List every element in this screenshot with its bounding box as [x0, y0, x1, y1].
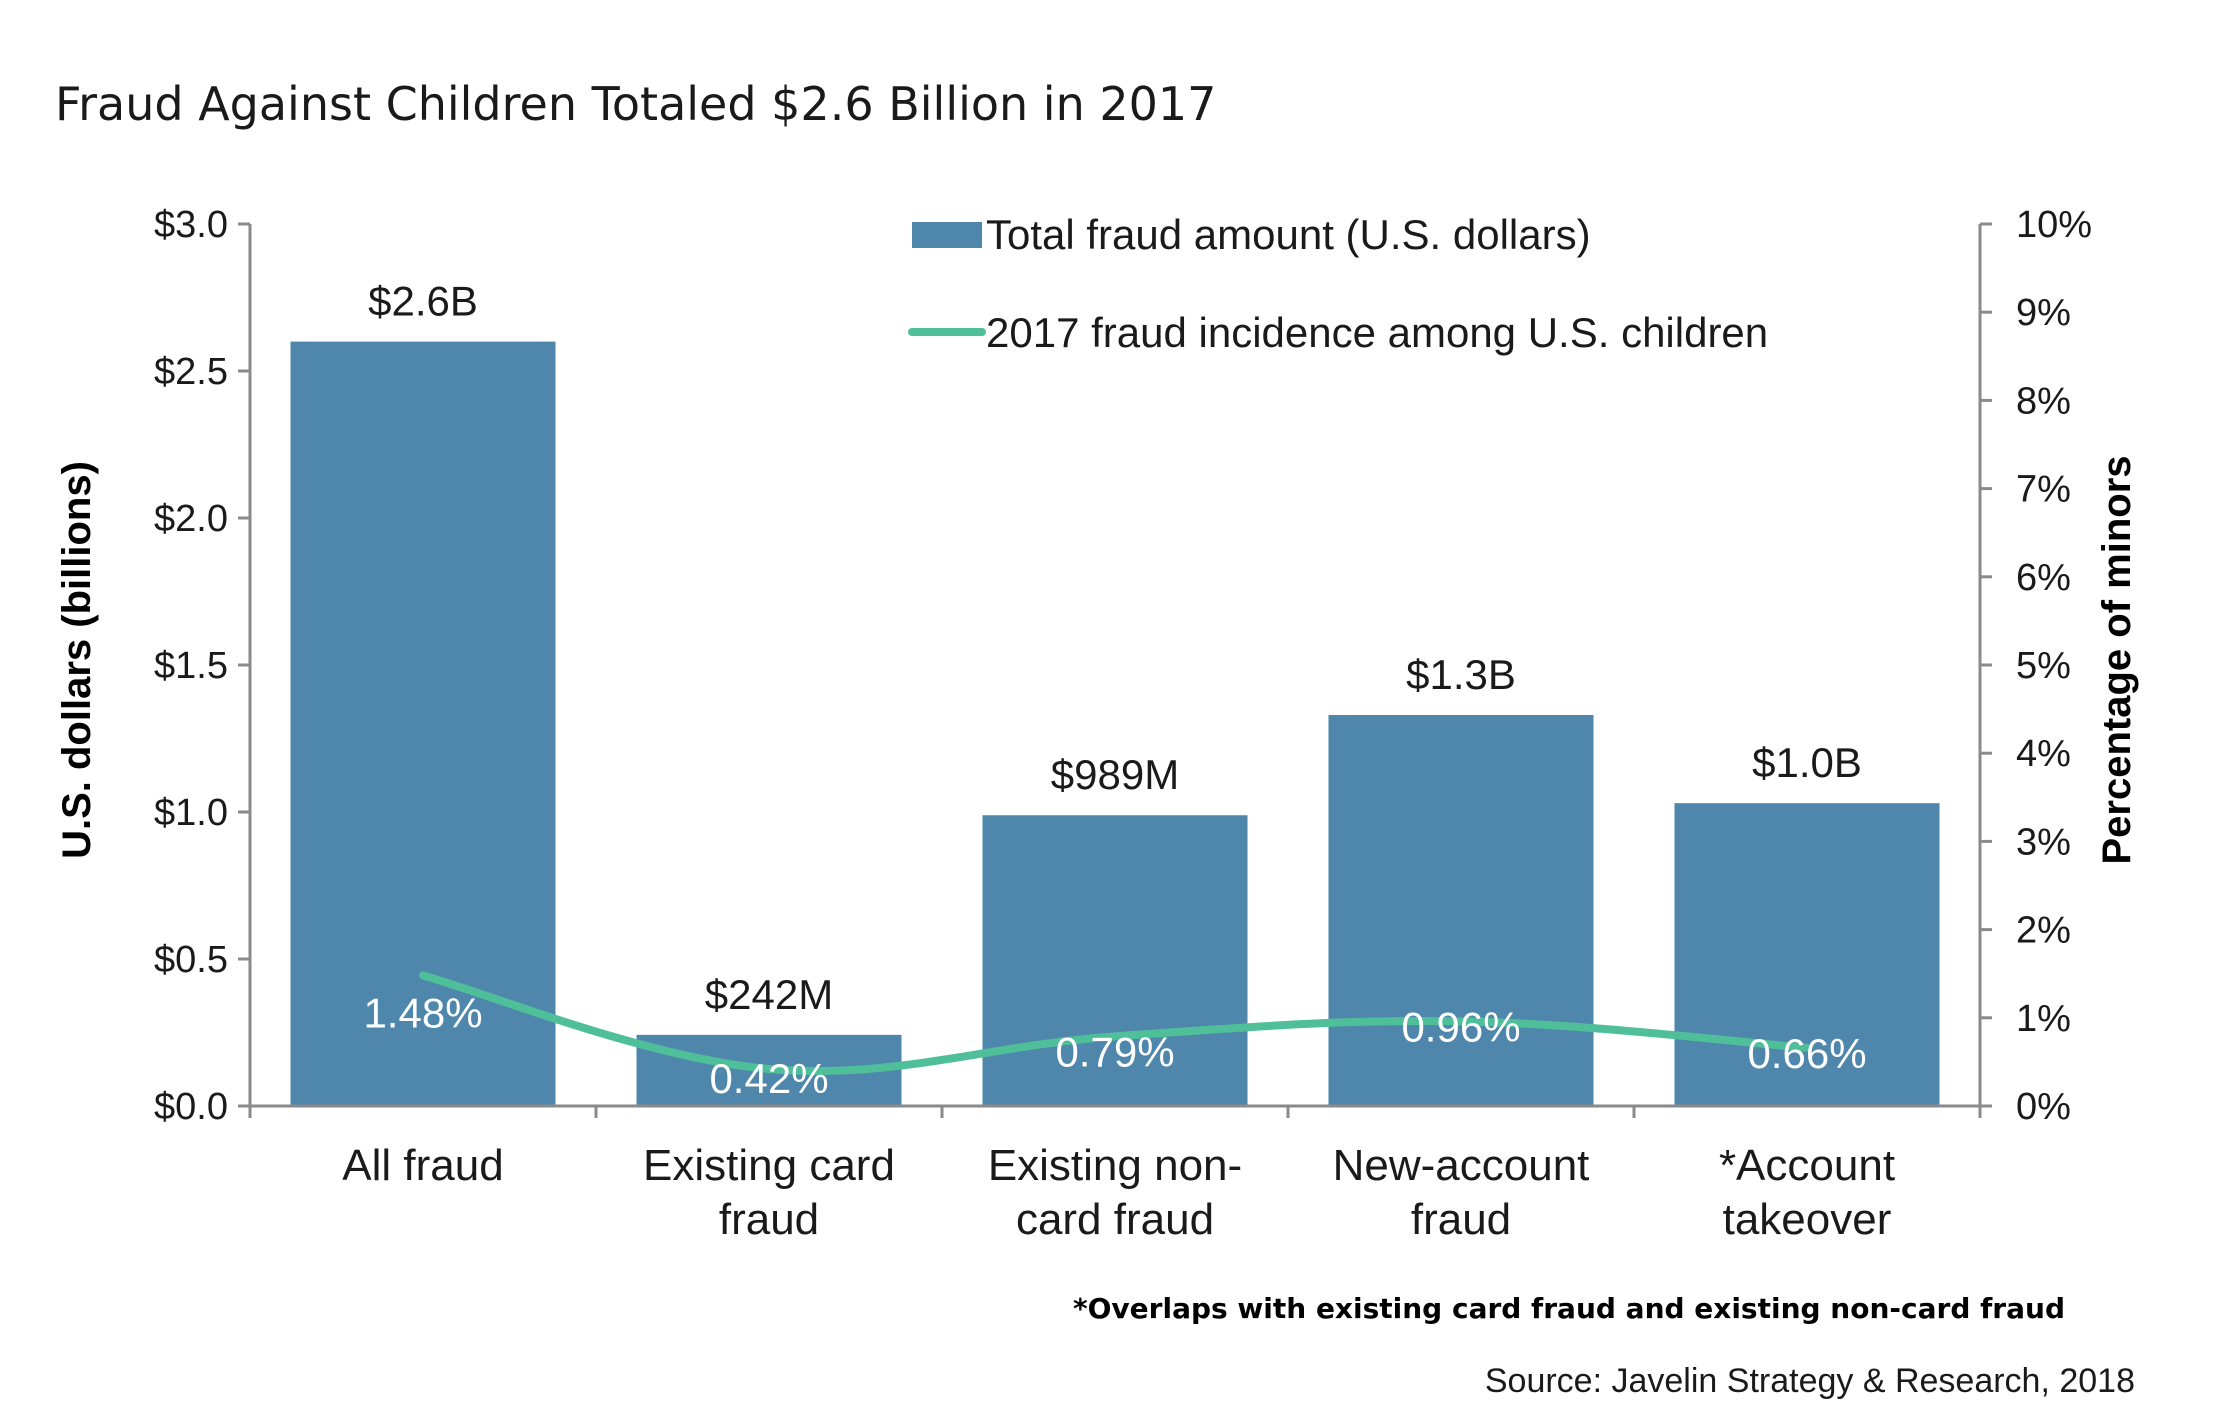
- source-note: Source: Javelin Strategy & Research, 201…: [1485, 1362, 2135, 1400]
- chart-title: Fraud Against Children Totaled $2.6 Bill…: [55, 77, 1216, 131]
- incidence-point: [1460, 1020, 1462, 1023]
- bar: [1328, 714, 1594, 1106]
- legend-label-bar: Total fraud amount (U.S. dollars): [986, 211, 1591, 258]
- bar: [982, 815, 1248, 1106]
- right-tick-label: 4%: [2016, 733, 2071, 775]
- labels-layer: $2.6B $242M $989M $1.3B $1.0B 1.48% 0.42% 0.79%…: [363, 278, 1866, 1102]
- right-tick-label: 5%: [2016, 645, 2071, 687]
- category-label: Existing card fraud: [643, 1141, 895, 1244]
- incidence-value-label: 0.42%: [709, 1055, 828, 1102]
- axes-layer: $0.0 $0.5 $1.0 $1.5 $2.0 $2.5 $3.0 0% 1% 2% 3% 4% 5%…: [154, 204, 2092, 1244]
- category-label: All fraud: [342, 1141, 503, 1190]
- right-tick-label: 1%: [2016, 998, 2071, 1040]
- left-axis-title: U.S. dollars (billions): [55, 461, 99, 859]
- right-tick-label: 7%: [2016, 469, 2071, 511]
- left-tick-label: $1.0: [154, 792, 228, 834]
- footnote: *Overlaps with existing card fraud and e…: [1073, 1292, 2065, 1325]
- bar: [1674, 803, 1940, 1106]
- bar-value-label: $242M: [705, 971, 833, 1018]
- incidence-value-label: 0.79%: [1055, 1028, 1174, 1075]
- right-tick-label: 6%: [2016, 557, 2071, 599]
- incidence-point: [422, 974, 424, 977]
- bar-value-label: $1.3B: [1406, 651, 1516, 698]
- incidence-point: [1806, 1046, 1808, 1049]
- left-tick-label: $1.5: [154, 645, 228, 687]
- category-label: Existing non-card fraud: [988, 1141, 1242, 1244]
- bar-value-label: $1.0B: [1752, 739, 1862, 786]
- category-label: New-account fraud: [1333, 1141, 1590, 1244]
- incidence-point: [768, 1067, 770, 1070]
- legend-swatch-bar: [912, 222, 982, 248]
- right-tick-label: 0%: [2016, 1086, 2071, 1128]
- left-tick-label: $0.0: [154, 1086, 228, 1128]
- incidence-point: [1114, 1035, 1116, 1038]
- legend: Total fraud amount (U.S. dollars) 2017 f…: [908, 211, 1768, 356]
- incidence-line-layer: [419, 971, 1811, 1075]
- legend-label-line: 2017 fraud incidence among U.S. children: [986, 309, 1768, 356]
- right-tick-label: 2%: [2016, 910, 2071, 952]
- left-tick-label: $2.5: [154, 351, 228, 393]
- left-tick-label: $0.5: [154, 939, 228, 981]
- right-tick-label: 10%: [2016, 204, 2092, 246]
- incidence-value-label: 0.96%: [1401, 1003, 1520, 1050]
- category-label: *Account takeover: [1719, 1141, 1895, 1244]
- right-axis-title: Percentage of minors: [2095, 455, 2139, 864]
- bar-value-label: $989M: [1051, 751, 1179, 798]
- left-tick-label: $2.0: [154, 498, 228, 540]
- incidence-value-label: 1.48%: [363, 989, 482, 1036]
- right-tick-label: 9%: [2016, 292, 2071, 334]
- bar-value-label: $2.6B: [368, 278, 478, 325]
- left-tick-label: $3.0: [154, 204, 228, 246]
- right-tick-label: 8%: [2016, 380, 2071, 422]
- bars-layer: [290, 341, 1940, 1107]
- right-tick-label: 3%: [2016, 821, 2071, 863]
- incidence-value-label: 0.66%: [1747, 1030, 1866, 1077]
